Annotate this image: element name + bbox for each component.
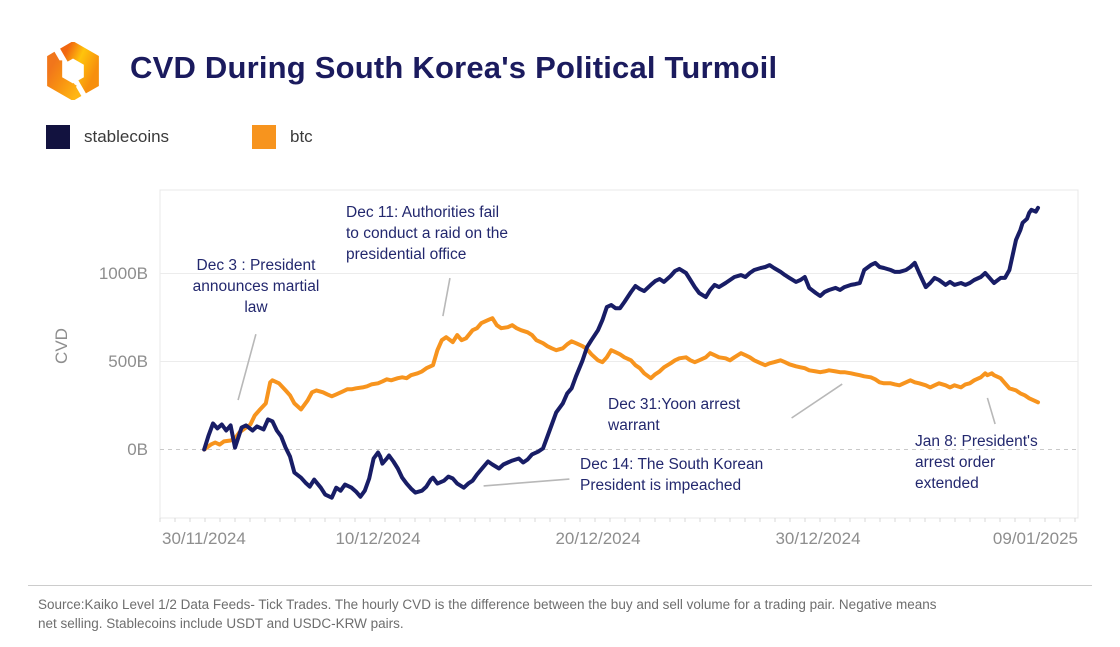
- legend-swatch-btc: [252, 125, 276, 149]
- annotation-line: extended: [915, 475, 979, 492]
- legend-label-stablecoins: stablecoins: [84, 127, 170, 146]
- annotation-line: Dec 31:Yoon arrest: [608, 396, 741, 413]
- legend-item-btc[interactable]: btc: [252, 125, 313, 149]
- annotation-line: arrest order: [915, 454, 996, 471]
- annotation-dec3-martial-law: Dec 3 : President announces martial law: [176, 255, 336, 318]
- page-title: CVD During South Korea's Political Turmo…: [130, 50, 778, 85]
- legend-label-btc: btc: [290, 127, 313, 146]
- annotation-line: Dec 14: The South Korean: [580, 456, 764, 473]
- annotation-line: Jan 8: President's: [915, 433, 1038, 450]
- annotation-line: President is impeached: [580, 477, 742, 494]
- series-line-stablecoins[interactable]: [202, 205, 1040, 500]
- plot-border: [159, 189, 1079, 519]
- annotation-dec14-impeached: Dec 14: The South Korean President is im…: [580, 454, 763, 496]
- annotation-leader-dec11: [442, 277, 451, 317]
- annotation-dec11-raid: Dec 11: Authorities fail to conduct a ra…: [346, 202, 508, 265]
- annotation-line: to conduct a raid on the: [346, 225, 509, 242]
- annotation-leader-dec3: [237, 334, 257, 401]
- annotation-leader-dec31: [791, 383, 843, 419]
- annotation-line: warrant: [608, 417, 660, 434]
- legend-swatch-stablecoins: [46, 125, 70, 149]
- annotation-leader-dec14: [483, 478, 570, 487]
- annotation-line: Dec 3 : President: [196, 257, 316, 274]
- source-note: Source:Kaiko Level 1/2 Data Feeds- Tick …: [38, 597, 937, 631]
- legend-item-stablecoins[interactable]: stablecoins: [46, 125, 169, 149]
- series-line-btc[interactable]: [202, 316, 1040, 452]
- annotation-line: presidential office: [346, 246, 467, 263]
- annotation-jan8-arrest-extended: Jan 8: President's arrest order extended: [915, 431, 1038, 494]
- kaiko-logo: [47, 42, 99, 100]
- annotation-leader-jan8: [986, 397, 996, 425]
- annotation-line: announces martial: [192, 278, 320, 295]
- annotation-line: law: [244, 299, 268, 316]
- annotation-line: Dec 11: Authorities fail: [346, 204, 500, 221]
- annotation-dec31-arrest-warrant: Dec 31:Yoon arrest warrant: [608, 394, 740, 436]
- footer-divider: [28, 585, 1092, 586]
